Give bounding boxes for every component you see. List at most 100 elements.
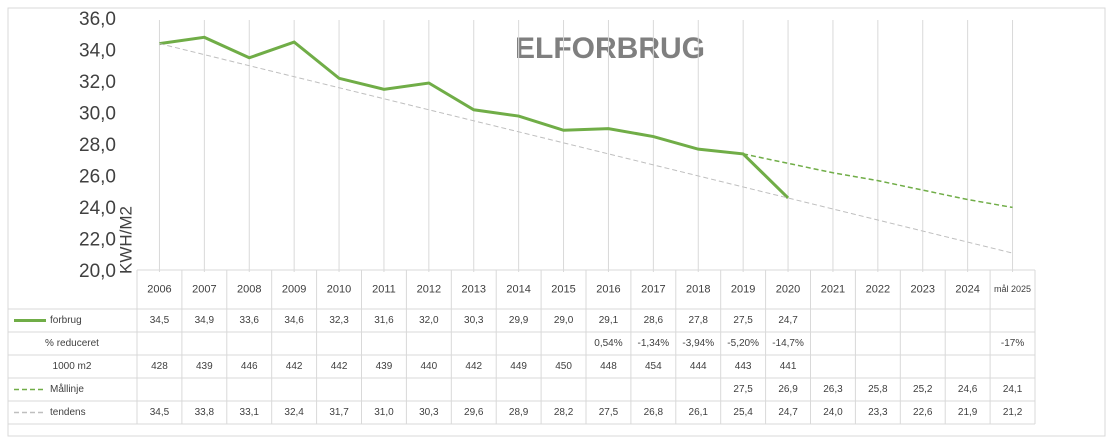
y-tick-label: 34,0 — [79, 41, 116, 62]
x-tick-label: 2015 — [551, 283, 575, 295]
table-cell: 25,4 — [733, 407, 753, 418]
table-cell: 33,6 — [240, 315, 260, 326]
x-tick-label: 2007 — [192, 283, 216, 295]
table-cell: -1,34% — [638, 338, 670, 349]
table-cell: 450 — [555, 361, 572, 372]
table-cell: 26,3 — [823, 384, 843, 395]
table-cell: 28,6 — [644, 315, 664, 326]
x-tick-label: 2016 — [596, 283, 620, 295]
x-tick-label: 2022 — [866, 283, 890, 295]
table-cell: 439 — [376, 361, 393, 372]
x-tick-label: 2013 — [462, 283, 486, 295]
table-cell: 449 — [510, 361, 527, 372]
table-cell: 28,9 — [509, 407, 529, 418]
x-tick-label: 2014 — [506, 283, 530, 295]
table-cell: 442 — [465, 361, 482, 372]
table-cell: 443 — [735, 361, 752, 372]
y-tick-label: 30,0 — [79, 104, 116, 125]
table-cell: 32,0 — [419, 315, 439, 326]
table-cell: 31,0 — [374, 407, 394, 418]
y-axis-label: KWH/M2 — [116, 206, 135, 274]
x-tick-label: 2020 — [776, 283, 800, 295]
table-cell: 22,6 — [913, 407, 933, 418]
table-cell: 34,5 — [150, 315, 170, 326]
y-tick-label: 22,0 — [79, 230, 116, 251]
x-tick-label: 2008 — [237, 283, 261, 295]
table-cell: 448 — [600, 361, 617, 372]
x-tick-label: 2018 — [686, 283, 710, 295]
table-cell: 29,6 — [464, 407, 484, 418]
table-cell: 444 — [690, 361, 707, 372]
table-cell: 23,3 — [868, 407, 888, 418]
table-cell: 32,3 — [329, 315, 349, 326]
table-cell: 33,8 — [195, 407, 215, 418]
series-line — [159, 43, 1013, 254]
table-cell: 0,54% — [594, 338, 622, 349]
table-cell: 441 — [780, 361, 797, 372]
table-cell: 27,5 — [733, 384, 753, 395]
x-tick-label: 2021 — [821, 283, 845, 295]
row-label: 1000 m2 — [53, 361, 92, 372]
table-cell: -14,7% — [772, 338, 804, 349]
table-cell: 27,5 — [733, 315, 753, 326]
table-cell: 24,7 — [778, 315, 798, 326]
y-tick-label: 32,0 — [79, 72, 116, 93]
table-cell: 24,7 — [778, 407, 798, 418]
table-cell: 442 — [286, 361, 303, 372]
table-cell: 34,6 — [284, 315, 304, 326]
x-tick-label: 2011 — [372, 283, 396, 295]
table-cell: 24,1 — [1003, 384, 1023, 395]
table-cell: 21,2 — [1003, 407, 1023, 418]
x-tick-label: 2010 — [327, 283, 351, 295]
table-cell: 446 — [241, 361, 258, 372]
x-tick-label: 2019 — [731, 283, 755, 295]
x-tick-label: 2023 — [911, 283, 935, 295]
table-cell: 440 — [421, 361, 438, 372]
table-cell: 28,2 — [554, 407, 574, 418]
table-cell: 31,6 — [374, 315, 394, 326]
table-cell: 30,3 — [464, 315, 484, 326]
table-cell: 31,7 — [329, 407, 349, 418]
y-tick-label: 20,0 — [79, 261, 116, 282]
table-cell: 34,5 — [150, 407, 170, 418]
y-tick-label: 36,0 — [79, 9, 116, 30]
table-cell: 29,9 — [509, 315, 529, 326]
table-cell: 29,0 — [554, 315, 574, 326]
y-tick-label: 26,0 — [79, 167, 116, 188]
table-cell: 454 — [645, 361, 662, 372]
table-cell: 30,3 — [419, 407, 439, 418]
y-tick-label: 28,0 — [79, 135, 116, 156]
x-tick-label: 2024 — [955, 283, 979, 295]
table-cell: 24,6 — [958, 384, 978, 395]
row-label: % reduceret — [45, 338, 99, 349]
x-tick-label: 2006 — [147, 283, 171, 295]
x-tick-label: 2009 — [282, 283, 306, 295]
table-cell: 25,2 — [913, 384, 933, 395]
x-tick-label: mål 2025 — [994, 284, 1031, 294]
chart-title: ELFORBRUG — [515, 32, 705, 65]
legend-label: Mållinje — [50, 383, 84, 395]
table-cell: 24,0 — [823, 407, 843, 418]
table-cell: 25,8 — [868, 384, 888, 395]
table-cell: 442 — [331, 361, 348, 372]
y-tick-label: 24,0 — [79, 198, 116, 219]
table-cell: -3,94% — [682, 338, 714, 349]
table-cell: -5,20% — [727, 338, 759, 349]
table-cell: 26,8 — [644, 407, 664, 418]
chart-border — [7, 7, 1106, 437]
table-cell: 21,9 — [958, 407, 978, 418]
series-line — [742, 153, 1013, 209]
table-cell: 34,9 — [195, 315, 215, 326]
x-tick-label: 2012 — [417, 283, 441, 295]
table-cell: 32,4 — [284, 407, 304, 418]
legend-label: forbrug — [50, 315, 82, 326]
table-cell: 26,1 — [689, 407, 709, 418]
table-cell: 33,1 — [240, 407, 260, 418]
table-cell: 439 — [196, 361, 213, 372]
table-cell: 428 — [151, 361, 168, 372]
table-cell: -17% — [1001, 338, 1024, 349]
table-cell: 27,5 — [599, 407, 619, 418]
legend-label: tendens — [50, 407, 86, 418]
table-cell: 27,8 — [689, 315, 709, 326]
